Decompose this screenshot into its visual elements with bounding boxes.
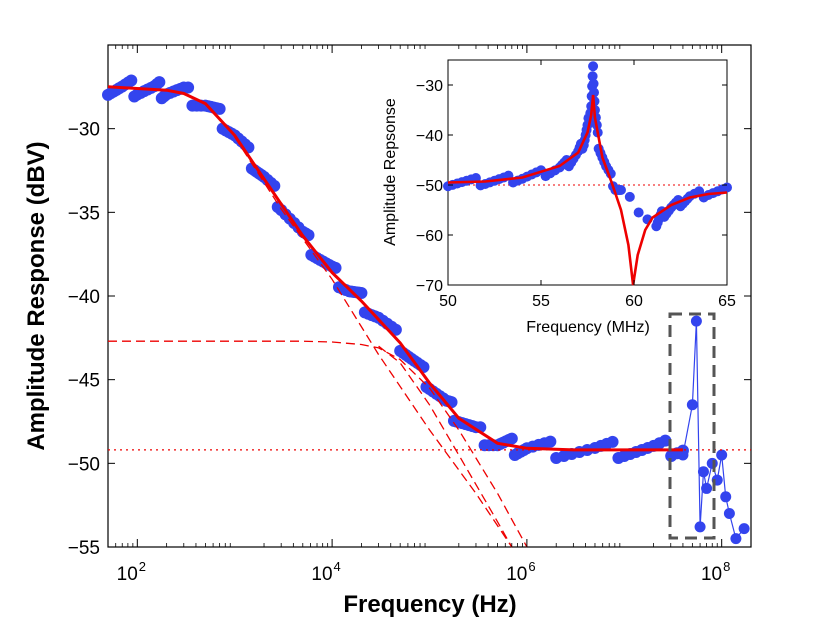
inset-y-tick-label: −30 [416, 78, 443, 95]
main-x-tick-label: 104 [311, 559, 340, 585]
main-fit-line [107, 85, 683, 452]
inset-y-tick-label: −40 [416, 128, 443, 145]
inset-data-point [633, 207, 644, 218]
resonance-data-point [690, 315, 702, 327]
main-y-tick-label: −35 [68, 203, 100, 224]
resonance-data-point [716, 449, 728, 461]
main-y-tick-label: −30 [68, 120, 100, 141]
resonance-data-point [677, 449, 689, 461]
main-y-tick-label: −55 [68, 538, 100, 559]
inset-y-axis-label: Amplitude Repsonse [382, 98, 399, 246]
resonance-data-point [738, 523, 750, 535]
main-x-tick-label: 102 [117, 559, 146, 585]
resonance-data-point [686, 399, 698, 411]
inset-data-point [722, 182, 732, 193]
main-x-axis-label: Frequency (Hz) [343, 591, 516, 618]
main-y-axis-label: Amplitude Response (dBV) [23, 141, 50, 450]
main-x-tick-label: 108 [701, 559, 730, 585]
main-component-line [378, 345, 513, 548]
inset-series-group [443, 61, 732, 286]
main-data-point [182, 81, 195, 94]
inset-data-point [588, 61, 599, 72]
inset-fit-line [447, 94, 728, 286]
main-data-point [659, 434, 672, 447]
main-x-tick-exponent: 8 [723, 559, 730, 574]
main-data-point [153, 76, 166, 89]
main-data-point [544, 435, 557, 448]
inset-data-point [624, 191, 635, 202]
resonance-data-point [720, 491, 732, 503]
resonance-data-point [697, 466, 709, 478]
inset-y-tick-label: −70 [416, 278, 443, 295]
main-x-tick-exponent: 2 [139, 559, 146, 574]
main-y-tick-label: −45 [68, 371, 100, 392]
resonance-data-point [701, 482, 713, 494]
main-x-tick-label: 106 [506, 559, 535, 585]
main-data-point [125, 74, 138, 87]
main-y-tick-label: −40 [68, 287, 100, 308]
inset-x-tick-label: 50 [439, 293, 457, 310]
inset-data-point [588, 78, 599, 89]
main-x-tick-exponent: 6 [528, 559, 535, 574]
resonance-highlight-box [668, 312, 716, 540]
inset-data-point [587, 71, 598, 82]
main-x-tick-exponent: 4 [334, 559, 341, 574]
main-data-point [213, 102, 226, 115]
main-y-tick-label: −50 [68, 454, 100, 475]
inset-data-point [589, 87, 600, 98]
resonance-data-point [694, 521, 706, 533]
resonance-data-point [723, 508, 735, 520]
main-data-point [505, 432, 518, 445]
main-component-line [234, 136, 513, 548]
inset-x-tick-label: 65 [718, 293, 736, 310]
inset-data-point [615, 185, 626, 195]
main-data-point [606, 435, 619, 448]
inset-y-tick-label: −60 [416, 228, 443, 245]
resonance-data-point [730, 533, 742, 545]
inset-x-tick-label: 55 [532, 293, 550, 310]
main-data-point [355, 286, 368, 299]
inset-x-axis-label: Frequency (MHz) [526, 319, 650, 336]
inset-y-tick-label: −50 [416, 178, 443, 195]
resonance-data-point [706, 457, 718, 469]
main-series-group [102, 74, 751, 548]
main-component-line [108, 340, 528, 548]
inset-x-tick-label: 60 [625, 293, 643, 310]
